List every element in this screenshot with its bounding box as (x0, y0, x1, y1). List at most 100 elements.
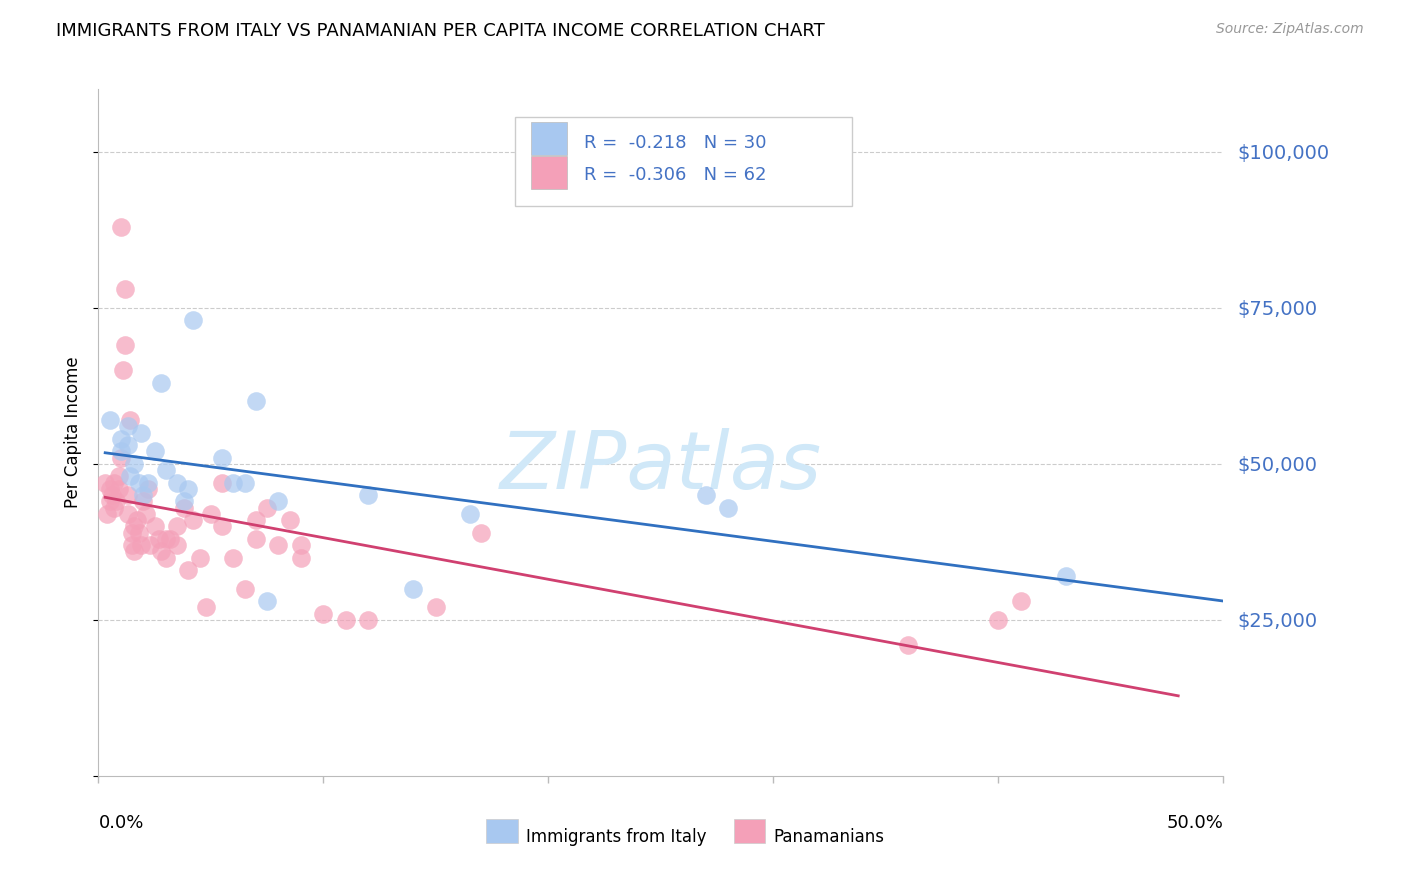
Point (112, 363, 135, 377)
Point (110, 444, 132, 458)
Point (135, 507, 157, 521)
Point (335, 613, 357, 627)
Point (312, 607, 335, 621)
Point (267, 494, 290, 508)
Point (470, 525, 492, 540)
Point (278, 513, 301, 527)
Point (166, 538, 188, 552)
Point (166, 475, 188, 490)
Point (107, 482, 129, 496)
Point (695, 488, 717, 502)
Point (233, 475, 256, 490)
Point (118, 413, 141, 427)
Point (256, 594, 278, 608)
Y-axis label: Per Capita Income: Per Capita Income (65, 357, 83, 508)
Point (173, 494, 195, 508)
Point (105, 494, 128, 508)
Point (222, 475, 245, 490)
Point (357, 488, 380, 502)
Point (121, 538, 143, 552)
Point (173, 500, 195, 515)
Point (148, 532, 170, 546)
Text: Panamanians: Panamanians (773, 829, 884, 847)
Point (177, 482, 200, 496)
Point (143, 444, 166, 458)
Point (402, 582, 425, 596)
Point (94, 475, 117, 490)
Point (897, 638, 920, 652)
Point (110, 450, 132, 465)
Point (139, 538, 162, 552)
FancyBboxPatch shape (515, 117, 852, 206)
Point (117, 488, 139, 502)
Point (124, 519, 146, 533)
Point (166, 519, 188, 533)
Point (211, 519, 233, 533)
Text: 50.0%: 50.0% (1167, 814, 1223, 832)
Point (717, 500, 740, 515)
Point (132, 488, 155, 502)
Point (124, 457, 146, 471)
Point (195, 600, 218, 615)
Text: ZIPatlas: ZIPatlas (499, 428, 823, 506)
Text: IMMIGRANTS FROM ITALY VS PANAMANIAN PER CAPITA INCOME CORRELATION CHART: IMMIGRANTS FROM ITALY VS PANAMANIAN PER … (56, 22, 825, 40)
Point (155, 463, 177, 477)
Point (211, 450, 233, 465)
Point (150, 376, 173, 390)
Point (114, 282, 136, 296)
Point (233, 582, 256, 596)
Point (155, 550, 177, 565)
Point (425, 600, 447, 615)
Point (200, 507, 222, 521)
Point (128, 525, 150, 540)
Text: Immigrants from Italy: Immigrants from Italy (526, 829, 706, 847)
Text: R =  -0.306   N = 62: R = -0.306 N = 62 (585, 166, 766, 184)
FancyBboxPatch shape (734, 820, 765, 843)
Point (103, 475, 125, 490)
Point (290, 550, 312, 565)
Point (121, 525, 143, 540)
Point (101, 488, 124, 502)
Point (222, 550, 245, 565)
Point (107, 469, 129, 483)
Point (267, 538, 290, 552)
FancyBboxPatch shape (486, 820, 517, 843)
FancyBboxPatch shape (531, 156, 568, 189)
Point (1054, 569, 1077, 583)
Point (129, 538, 152, 552)
Point (159, 532, 181, 546)
Point (155, 532, 177, 546)
Point (128, 475, 150, 490)
Point (290, 538, 312, 552)
Point (124, 544, 146, 558)
Point (103, 500, 125, 515)
Point (96, 507, 118, 521)
Point (1010, 594, 1032, 608)
Point (110, 432, 132, 446)
Point (177, 563, 200, 577)
Point (98, 482, 121, 496)
Point (117, 507, 139, 521)
Point (98, 494, 121, 508)
Point (188, 550, 211, 565)
Point (118, 469, 141, 483)
Text: 0.0%: 0.0% (98, 814, 143, 832)
Point (136, 475, 159, 490)
Point (143, 519, 166, 533)
Text: Source: ZipAtlas.com: Source: ZipAtlas.com (1216, 22, 1364, 37)
Point (150, 544, 173, 558)
Point (132, 494, 155, 508)
Point (245, 394, 267, 409)
Point (987, 613, 1010, 627)
Point (458, 507, 481, 521)
Point (129, 425, 152, 440)
Point (245, 513, 267, 527)
Point (245, 532, 267, 546)
Point (114, 338, 136, 352)
FancyBboxPatch shape (531, 122, 568, 155)
Point (136, 482, 159, 496)
Point (357, 613, 380, 627)
Point (117, 419, 139, 434)
Point (256, 500, 278, 515)
Point (117, 438, 139, 452)
